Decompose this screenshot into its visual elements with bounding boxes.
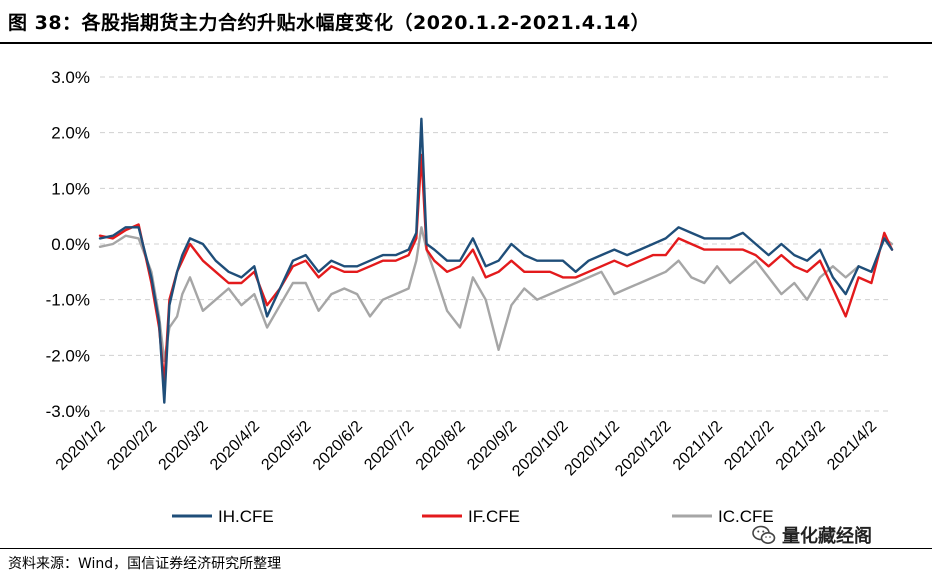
title-bar: 图 38：各股指期货主力合约升贴水幅度变化（2020.1.2-2021.4.14… — [0, 0, 932, 44]
x-tick-label: 2021/4/2 — [824, 418, 880, 474]
series-line-ic-cfe — [98, 226, 894, 363]
series-line-ih-cfe — [98, 117, 894, 404]
source-note: 资料来源：Wind，国信证券经济研究所整理 — [8, 556, 282, 572]
x-tick-label: 2020/5/2 — [258, 418, 314, 474]
x-tick-label: 2021/1/2 — [670, 418, 726, 474]
x-tick-label: 2020/4/2 — [207, 418, 263, 474]
figure-title: 图 38：各股指期货主力合约升贴水幅度变化（2020.1.2-2021.4.14… — [8, 12, 651, 34]
x-tick-label: 2020/7/2 — [361, 418, 417, 474]
footer-divider — [0, 548, 932, 549]
series-line-if-cfe — [98, 153, 894, 385]
x-tick-label: 2021/2/2 — [721, 418, 777, 474]
legend-item-ih-cfe: IH.CFE — [172, 507, 274, 526]
legend-label: IH.CFE — [218, 507, 274, 526]
y-tick-label: -1.0% — [46, 291, 90, 310]
x-tick-label: 2020/8/2 — [413, 418, 469, 474]
y-tick-label: 3.0% — [51, 68, 90, 87]
watermark: 量化藏经阁 — [752, 522, 872, 548]
watermark-text: 量化藏经阁 — [782, 526, 872, 547]
legend-label: IC.CFE — [718, 507, 774, 526]
y-tick-label: 1.0% — [51, 179, 90, 198]
x-tick-label: 2020/3/2 — [156, 418, 212, 474]
x-tick-label: 2020/1/2 — [53, 418, 109, 474]
y-tick-label: 0.0% — [51, 235, 90, 254]
x-tick-label: 2020/6/2 — [310, 418, 366, 474]
x-tick-label: 2021/3/2 — [773, 418, 829, 474]
wechat-icon — [752, 525, 776, 544]
y-tick-label: -2.0% — [46, 346, 90, 365]
y-tick-label: -3.0% — [46, 402, 90, 421]
x-tick-label: 2020/12/2 — [612, 418, 674, 480]
x-tick-label: 2020/10/2 — [509, 418, 571, 480]
y-tick-label: 2.0% — [51, 124, 90, 143]
x-tick-label: 2020/2/2 — [104, 418, 160, 474]
legend-label: IF.CFE — [468, 507, 520, 526]
line-chart: 3.0%2.0%1.0%0.0%-1.0%-2.0%-3.0%2020/1/22… — [46, 68, 894, 526]
legend-item-if-cfe: IF.CFE — [422, 507, 520, 526]
legend-item-ic-cfe: IC.CFE — [672, 507, 774, 526]
